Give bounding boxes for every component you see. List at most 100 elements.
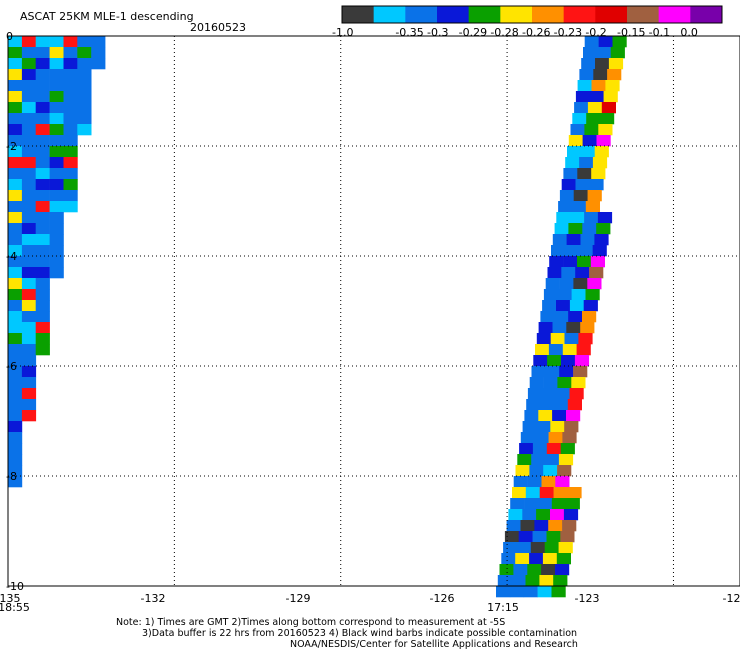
heatmap-cell	[509, 586, 525, 598]
heatmap-cell	[49, 36, 64, 48]
heatmap-cell	[63, 69, 78, 81]
heatmap-cell	[21, 146, 37, 158]
heatmap-cell	[35, 311, 50, 323]
heatmap-cell	[518, 531, 533, 543]
y-tick-label: -2	[6, 140, 17, 153]
heatmap-cell	[561, 179, 576, 191]
heatmap-cell	[560, 531, 575, 543]
chart-date: 20160523	[190, 21, 246, 34]
heatmap-cell	[580, 322, 595, 334]
heatmap-cell	[21, 69, 37, 81]
heatmap-cell	[593, 69, 608, 81]
heatmap-cell	[551, 498, 566, 510]
x-tick-label: -126	[430, 592, 455, 605]
heatmap-cell	[8, 47, 23, 59]
heatmap-cell	[8, 245, 23, 257]
heatmap-cell	[63, 135, 78, 147]
colorbar-tick-label: -0.3	[427, 26, 448, 39]
heatmap-cell	[598, 124, 613, 136]
heatmap-cell	[8, 113, 23, 125]
heatmap-cell	[539, 575, 554, 587]
heatmap-cell	[513, 564, 528, 576]
heatmap-cell	[49, 190, 64, 202]
heatmap-cell	[556, 300, 571, 312]
heatmap-cell	[554, 311, 569, 323]
heatmap-cell	[77, 91, 92, 103]
heatmap-cell	[8, 256, 23, 268]
heatmap-cell	[541, 564, 556, 576]
heatmap-cell	[35, 113, 50, 125]
heatmap-cell	[562, 344, 577, 356]
heatmap-cell	[564, 245, 580, 257]
heatmap-cell	[21, 36, 37, 48]
heatmap-cell	[35, 223, 50, 235]
heatmap-cell	[8, 135, 23, 147]
heatmap-cell	[572, 201, 587, 213]
heatmap-cell	[35, 289, 50, 301]
heatmap-cell	[561, 355, 576, 367]
heatmap-cell	[527, 388, 543, 400]
heatmap-cell	[8, 69, 23, 81]
heatmap-cell	[571, 377, 586, 389]
heatmap-cell	[580, 234, 595, 246]
heatmap-cell	[576, 344, 591, 356]
heatmap-cell	[49, 69, 64, 81]
y-tick-label: -10	[6, 580, 24, 593]
heatmap-cell	[517, 542, 532, 554]
heatmap-cell	[608, 58, 624, 70]
x-tick-label: -124	[723, 592, 740, 605]
heatmap-cell	[49, 212, 64, 224]
heatmap-cell	[527, 564, 542, 576]
heatmap-cell	[565, 157, 580, 169]
heatmap-cell	[21, 47, 37, 59]
heatmap-cell	[562, 432, 577, 444]
heatmap-cell	[501, 553, 516, 565]
heatmap-cell	[35, 267, 50, 279]
heatmap-cell	[578, 333, 593, 345]
heatmap-cell	[8, 476, 23, 488]
heatmap-cell	[585, 289, 600, 301]
heatmap-cell	[523, 586, 538, 598]
heatmap-cell	[35, 300, 50, 312]
heatmap-cell	[8, 179, 23, 191]
heatmap-cell	[21, 322, 37, 334]
heatmap-cell	[568, 223, 583, 235]
heatmap-cell	[49, 234, 64, 246]
heatmap-cell	[575, 91, 591, 103]
heatmap-cell	[8, 322, 23, 334]
heatmap-cell	[8, 421, 23, 433]
grid-lines	[8, 36, 740, 586]
x-tick-label: -129	[286, 592, 311, 605]
heatmap-cell	[8, 344, 23, 356]
heatmap-cell	[585, 201, 600, 213]
colorbar-swatch	[690, 6, 723, 23]
heatmap-cell	[589, 91, 604, 103]
heatmap-cell	[610, 47, 625, 59]
heatmap-cell	[63, 201, 78, 213]
heatmap-cell	[35, 157, 50, 169]
time-label: 17:15	[487, 601, 519, 614]
heatmap-cell	[565, 498, 580, 510]
heatmap-cell	[35, 124, 50, 136]
heatmap-cell	[527, 476, 542, 488]
heatmap-cell	[517, 454, 532, 466]
heatmap-cell	[63, 168, 78, 180]
heatmap-cell	[21, 278, 37, 290]
heatmap-cell	[592, 157, 608, 169]
heatmap-cell	[567, 399, 582, 411]
x-tick-label: -132	[141, 592, 166, 605]
colorbar-frame	[341, 5, 723, 24]
note-line-1: Note: 1) Times are GMT 2)Times along bot…	[116, 617, 505, 628]
heatmap-cell	[556, 212, 571, 224]
heatmap-cell	[552, 322, 567, 334]
heatmap-cell	[8, 146, 23, 158]
colorbar-tick-label: -1.0	[332, 26, 353, 39]
heatmap-cell	[607, 69, 622, 81]
heatmap-cell	[543, 289, 559, 301]
heatmap-cell	[515, 553, 530, 565]
heatmap-cell	[529, 553, 544, 565]
heatmap-cell	[63, 146, 78, 158]
colorbar-tick-label: -0.23	[554, 26, 582, 39]
heatmap-cell	[549, 256, 564, 268]
heatmap-cell	[545, 454, 560, 466]
